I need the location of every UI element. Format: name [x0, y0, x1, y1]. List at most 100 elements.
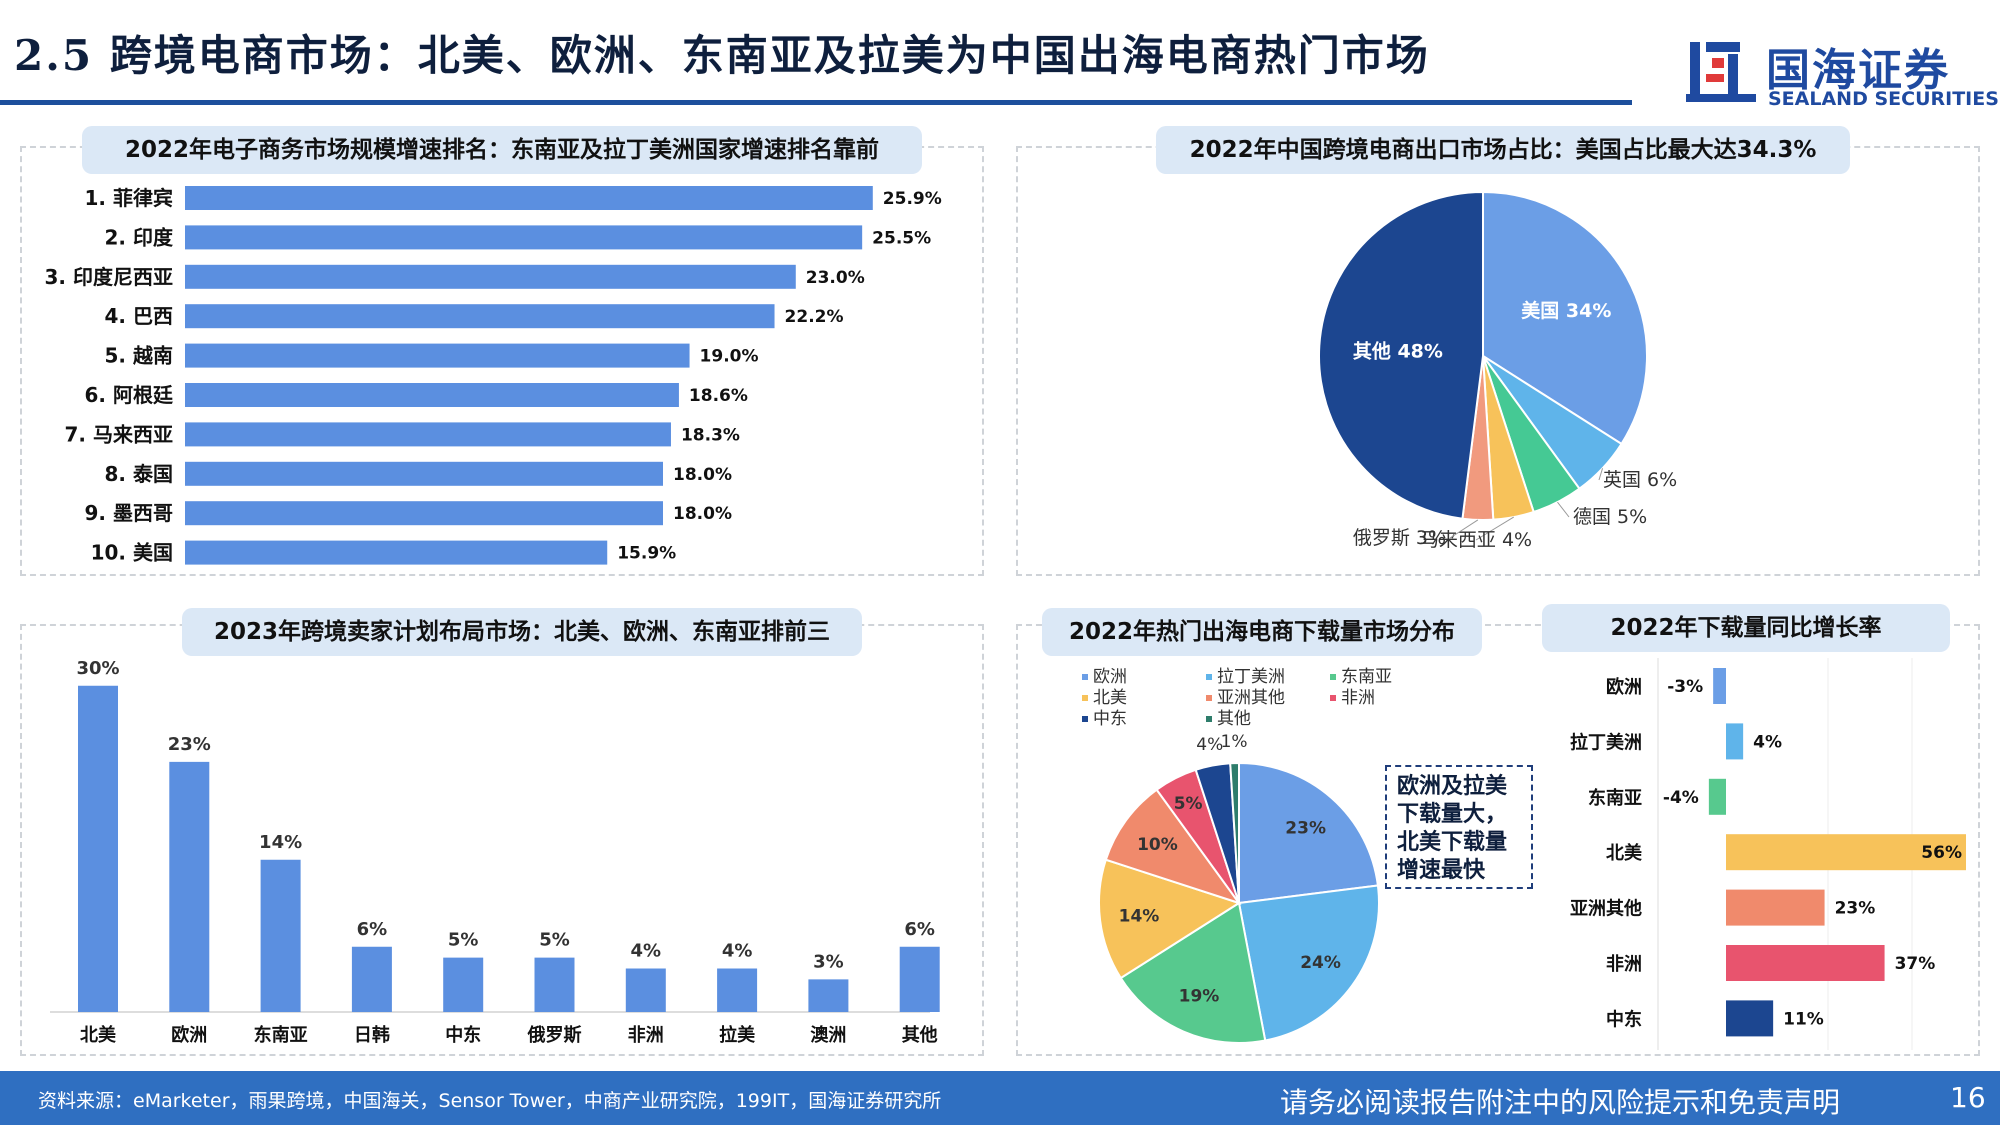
bar — [625, 968, 666, 1012]
export-share-chart: 美国 34% 其他 48% 英国 6% 德国 5% 马来西亚 4%俄罗斯 3% — [1318, 190, 1677, 551]
slice-label: 4% — [1196, 735, 1223, 755]
panel-title-growth: 2022年电子商务市场规模增速排名：东南亚及拉丁美洲国家增速排名靠前 — [82, 126, 922, 174]
footer-source: 资料来源：eMarketer，雨果跨境，中国海关，Sensor Tower，中商… — [38, 1090, 942, 1112]
pie-slice — [1318, 190, 1484, 520]
bar — [899, 946, 940, 1012]
legend-swatch — [1082, 716, 1088, 722]
data-label: 4% — [631, 941, 662, 962]
leader-line — [1449, 519, 1479, 539]
slice-label: 俄罗斯 3% — [1353, 527, 1446, 549]
page-number: 16 — [1950, 1081, 1986, 1114]
slice-label: 1% — [1221, 732, 1248, 752]
bar — [1726, 723, 1744, 760]
bar — [1713, 668, 1726, 704]
category-label: 俄罗斯 — [527, 1024, 582, 1046]
data-label: -4% — [1663, 788, 1699, 808]
logo-text: 国海证券 — [1766, 45, 1950, 96]
bar — [185, 186, 873, 210]
data-label: 30% — [76, 658, 119, 679]
bar — [185, 304, 775, 329]
pie-slice — [1098, 858, 1242, 980]
data-label: 18.0% — [673, 504, 732, 524]
category-label: 拉丁美洲 — [1570, 731, 1642, 753]
data-label: 19.0% — [700, 347, 759, 367]
legend-label: 拉丁美洲 — [1217, 667, 1285, 687]
legend-label: 欧洲 — [1093, 667, 1127, 687]
bar — [808, 979, 849, 1012]
slice-label: 其他 48% — [1353, 340, 1443, 363]
legend-swatch — [1082, 674, 1088, 680]
slice-label: 24% — [1300, 953, 1341, 973]
category-label: 澳洲 — [810, 1024, 846, 1046]
slice-label: 马来西亚 4% — [1420, 529, 1532, 551]
slice-label: 10% — [1137, 835, 1178, 855]
leader-line — [1557, 501, 1570, 518]
panel-title-download-share: 2022年热门出海电商下载量市场分布 — [1042, 608, 1482, 656]
bar — [351, 946, 392, 1012]
category-label: 非洲 — [1606, 953, 1642, 975]
leader-line — [1475, 516, 1514, 541]
bar — [1726, 945, 1885, 981]
footer-disclaimer: 请务必阅读报告附注中的风险提示和免责声明 — [1280, 1086, 1841, 1119]
data-label: 3% — [813, 951, 844, 972]
category-label: 中东 — [1606, 1008, 1642, 1030]
growth-rank-chart: 1. 菲律宾 25.9% 2. 印度 25.5% 3. 印度尼西亚 23.0% 4. 巴西 2… — [45, 186, 942, 565]
data-label: 22.2% — [785, 307, 844, 327]
data-label: 11% — [1783, 1009, 1824, 1029]
bar — [185, 264, 796, 289]
panel-title-seller: 2023年跨境卖家计划布局市场：北美、欧洲、东南亚排前三 — [182, 608, 862, 656]
category-label: 北美 — [80, 1024, 116, 1046]
download-growth-chart: 欧洲 -3% 拉丁美洲 4% 东南亚 -4% 北美 56% 亚洲其他 23% 非洲 37% 中东 11% — [1570, 658, 1966, 1050]
category-label: 欧洲 — [1606, 676, 1642, 698]
data-label: 25.5% — [872, 228, 931, 248]
data-label: 4% — [1753, 732, 1782, 752]
leader-line — [1598, 468, 1604, 481]
data-label: 6% — [904, 919, 935, 940]
bar — [260, 859, 301, 1012]
bar — [443, 957, 484, 1012]
data-label: 14% — [259, 832, 302, 853]
legend-label: 北美 — [1093, 688, 1127, 708]
bar — [185, 225, 863, 250]
legend-label: 其他 — [1217, 709, 1251, 729]
slice-label: 23% — [1285, 818, 1326, 838]
data-label: 25.9% — [883, 189, 942, 209]
data-label: 56% — [1921, 843, 1962, 863]
bar — [534, 957, 575, 1012]
data-label: 5% — [539, 930, 570, 951]
data-label: 4% — [722, 941, 753, 962]
category-label: 中东 — [445, 1024, 481, 1046]
category-label: 拉美 — [719, 1024, 755, 1046]
category-label: 2. 印度 — [105, 225, 174, 249]
data-label: 23.0% — [806, 268, 865, 288]
slice-label: 美国 34% — [1521, 299, 1611, 322]
pie-slice — [1237, 884, 1380, 1042]
panel-title-download-growth: 2022年下载量同比增长率 — [1542, 604, 1950, 652]
bar — [185, 501, 663, 526]
pie-slice — [1119, 901, 1267, 1044]
pie-slice — [1104, 788, 1242, 905]
category-label: 东南亚 — [1588, 787, 1642, 809]
data-label: 37% — [1895, 954, 1936, 974]
category-label: 亚洲其他 — [1570, 898, 1642, 920]
footer-bar — [0, 1071, 2000, 1125]
legend-label: 东南亚 — [1341, 667, 1392, 687]
category-label: 4. 巴西 — [105, 304, 173, 328]
category-label: 非洲 — [628, 1024, 664, 1046]
slice-label: 19% — [1179, 987, 1220, 1007]
bar — [185, 461, 663, 486]
data-label: 15.9% — [617, 544, 676, 564]
bar — [1726, 1000, 1774, 1037]
data-label: 23% — [168, 734, 211, 755]
legend-label: 非洲 — [1341, 688, 1375, 708]
pie-slice — [1238, 761, 1380, 905]
pie-slice — [1229, 761, 1240, 904]
title-rule — [0, 100, 1632, 105]
panel-downloads — [1016, 624, 1980, 1056]
slice-label: 14% — [1119, 907, 1160, 927]
data-label: 18.3% — [681, 425, 740, 445]
category-label: 6. 阿根廷 — [85, 383, 174, 407]
category-label: 北美 — [1606, 842, 1642, 864]
bar — [78, 685, 118, 1012]
